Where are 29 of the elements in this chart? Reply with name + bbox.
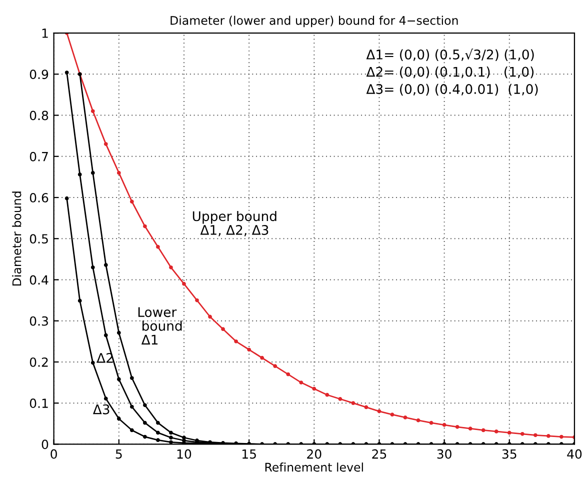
x-tick-label: 0 — [50, 449, 57, 459]
y-axis-title: Diameter bound — [12, 192, 22, 286]
chart-title: Diameter (lower and upper) bound for 4−section — [170, 16, 458, 28]
y-tick-label: 0.2 — [30, 357, 48, 367]
x-tick-label: 10 — [177, 449, 192, 459]
y-tick-label: 1 — [42, 28, 48, 38]
annotation: Δ3 — [92, 404, 110, 414]
y-tick-label: 0 — [42, 440, 48, 450]
x-axis-title: Refinement level — [265, 462, 363, 472]
annotation: Lower bound Δ1 — [138, 307, 182, 344]
x-tick-label: 35 — [502, 449, 516, 459]
y-tick-label: 0.7 — [30, 152, 48, 162]
annotation: Δ3= (0,0) (0.4,0.01) (1,0) — [366, 84, 538, 96]
annotation: Δ1= (0,0) (0.5,√3/2) (1,0) — [366, 48, 534, 62]
annotation: Δ2= (0,0) (0.1,0.1) (1,0) — [366, 66, 534, 78]
x-tick-label: 20 — [307, 449, 322, 459]
x-tick-label: 25 — [372, 449, 386, 459]
y-tick-label: 0.9 — [30, 70, 48, 80]
y-tick-label: 0.1 — [30, 398, 48, 408]
x-tick-label: 5 — [116, 449, 122, 459]
x-tick-label: 15 — [242, 449, 256, 459]
y-tick-label: 0.5 — [30, 234, 48, 244]
y-tick-label: 0.6 — [30, 192, 48, 202]
y-tick-label: 0.8 — [30, 110, 48, 120]
x-tick-label: 30 — [437, 449, 452, 459]
x-tick-label: 40 — [567, 449, 582, 459]
annotation: Upper bound Δ1, Δ2, Δ3 — [192, 210, 276, 236]
y-tick-label: 0.3 — [30, 316, 48, 326]
y-tick-label: 0.4 — [30, 275, 48, 285]
